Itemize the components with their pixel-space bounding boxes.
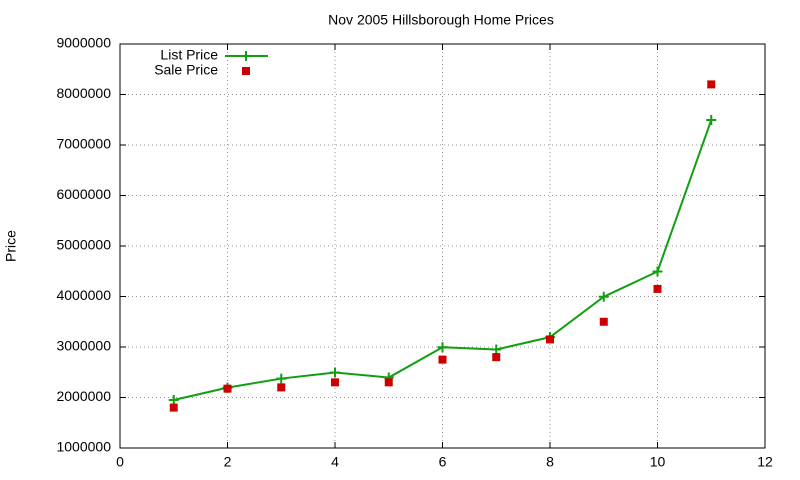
point bbox=[437, 342, 448, 353]
point bbox=[492, 353, 501, 362]
point bbox=[546, 335, 554, 344]
point bbox=[331, 378, 339, 387]
legend-label: List Price bbox=[160, 47, 218, 63]
point bbox=[277, 383, 286, 392]
point bbox=[276, 373, 287, 384]
point bbox=[707, 80, 716, 89]
legend-label: Sale Price bbox=[154, 62, 218, 78]
point bbox=[652, 266, 663, 277]
y-tick-label: 1000000 bbox=[56, 439, 111, 455]
point bbox=[599, 317, 608, 326]
point bbox=[491, 344, 502, 355]
point bbox=[223, 384, 232, 393]
y-tick-label: 3000000 bbox=[56, 338, 111, 354]
legend-marker bbox=[241, 51, 251, 61]
x-tick-label: 12 bbox=[757, 454, 773, 470]
plot-frame bbox=[119, 43, 766, 449]
y-tick-label: 4000000 bbox=[56, 287, 111, 303]
x-tick-label: 8 bbox=[546, 454, 554, 470]
chart-title: Nov 2005 Hillsborough Home Prices bbox=[328, 12, 554, 28]
point bbox=[598, 291, 609, 302]
y-tick-label: 2000000 bbox=[56, 388, 111, 404]
point bbox=[384, 378, 393, 387]
x-tick-label: 4 bbox=[331, 454, 339, 470]
x-tick-label: 0 bbox=[116, 454, 124, 470]
point bbox=[330, 367, 340, 378]
y-tick-label: 8000000 bbox=[56, 85, 111, 101]
y-tick-label: 6000000 bbox=[56, 186, 111, 202]
x-tick-label: 10 bbox=[650, 454, 666, 470]
x-tick-label: 6 bbox=[439, 454, 447, 470]
y-tick-label: 7000000 bbox=[56, 136, 111, 152]
y-tick-label: 5000000 bbox=[56, 237, 111, 253]
point bbox=[168, 395, 179, 406]
y-axis-label: Price bbox=[3, 230, 19, 262]
point bbox=[169, 403, 178, 412]
point bbox=[438, 355, 447, 364]
x-tick-label: 2 bbox=[224, 454, 232, 470]
point bbox=[653, 284, 662, 293]
legend-marker bbox=[242, 67, 250, 75]
y-tick-label: 9000000 bbox=[56, 35, 111, 51]
point bbox=[706, 115, 717, 126]
